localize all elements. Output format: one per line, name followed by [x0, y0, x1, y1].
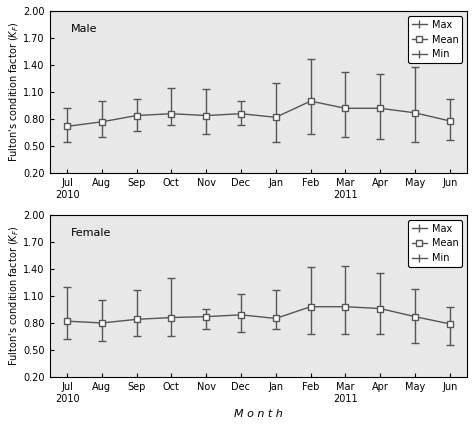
X-axis label: M o n t h: M o n t h — [234, 409, 283, 419]
Text: Male: Male — [71, 24, 97, 34]
Text: Female: Female — [71, 228, 111, 238]
Legend: Max, Mean, Min: Max, Mean, Min — [408, 220, 462, 267]
Y-axis label: Fulton's condition factor ($K_F$): Fulton's condition factor ($K_F$) — [7, 226, 20, 366]
Y-axis label: Fulton's condition factor ($K_F$): Fulton's condition factor ($K_F$) — [7, 22, 20, 162]
Legend: Max, Mean, Min: Max, Mean, Min — [408, 16, 462, 63]
